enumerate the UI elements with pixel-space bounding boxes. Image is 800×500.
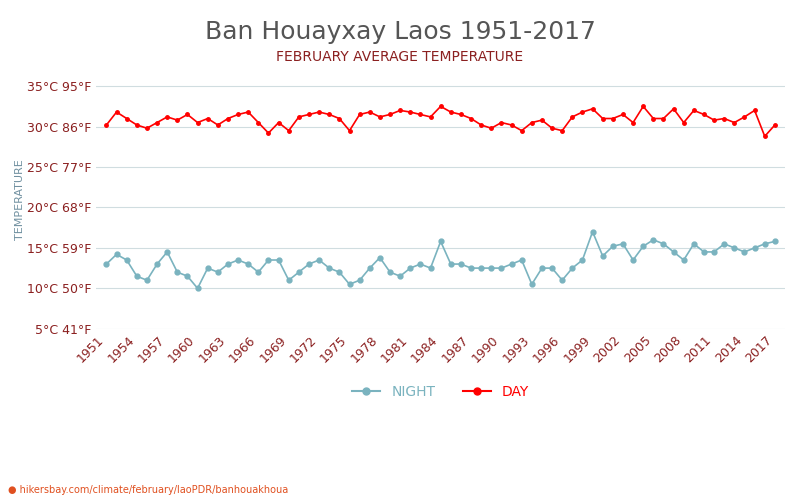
Legend: NIGHT, DAY: NIGHT, DAY (346, 380, 534, 404)
Text: Ban Houayxay Laos 1951-2017: Ban Houayxay Laos 1951-2017 (205, 20, 595, 44)
Y-axis label: TEMPERATURE: TEMPERATURE (15, 159, 25, 240)
Text: FEBRUARY AVERAGE TEMPERATURE: FEBRUARY AVERAGE TEMPERATURE (277, 50, 523, 64)
Text: ● hikersbay.com/climate/february/laoPDR/banhouakhoua: ● hikersbay.com/climate/february/laoPDR/… (8, 485, 288, 495)
